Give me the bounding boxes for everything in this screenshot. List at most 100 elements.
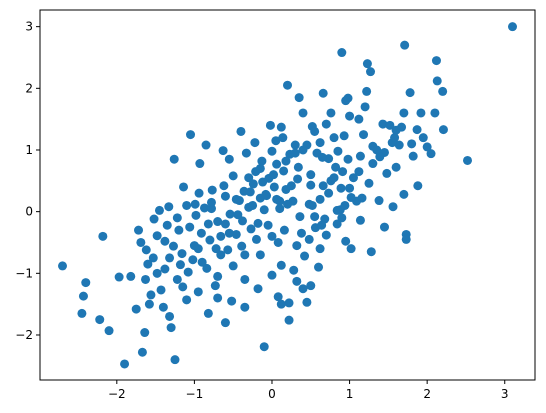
scatter-point [218,146,228,156]
scatter-point [78,291,88,301]
scatter-point [203,308,213,318]
scatter-point [265,120,275,130]
scatter-point [302,297,312,307]
scatter-point [418,133,428,143]
scatter-point [148,253,158,263]
scatter-point [253,218,263,228]
scatter-point [341,96,351,106]
x-tick-label: 3 [501,387,509,401]
scatter-point [164,202,174,212]
scatter-point [272,159,282,169]
scatter-point [233,210,243,220]
scatter-point [177,249,187,259]
scatter-point [156,285,166,295]
scatter-point [332,219,342,229]
scatter-point [251,234,261,244]
scatter-point [276,299,286,309]
scatter-point [244,173,254,183]
scatter-point [193,287,203,297]
x-tick-label: 2 [423,387,431,401]
scatter-point [253,284,263,294]
scatter-point [134,225,144,235]
x-tick-label: −1 [186,387,204,401]
scatter-point [286,181,296,191]
scatter-point [315,244,325,254]
scatter-point [278,133,288,143]
scatter-point [162,220,172,230]
scatter-point [201,140,211,150]
scatter-point [219,181,229,191]
scatter-point [318,88,328,98]
scatter-point [160,264,170,274]
scatter-point [375,152,385,162]
scatter-point [241,148,251,158]
scatter-point [372,145,382,155]
scatter-point [346,192,356,202]
scatter-point [284,298,294,308]
scatter-point [182,200,192,210]
scatter-point [390,133,400,143]
scatter-point [312,148,322,158]
scatter-point [250,138,260,148]
scatter-point [426,149,436,159]
scatter-point [336,183,346,193]
scatter-point [236,126,246,136]
scatter-point [306,281,316,291]
scatter-point [168,241,178,251]
scatter-point [321,230,331,240]
scatter-point [408,151,418,161]
scatter-point [205,235,215,245]
y-axis-ticks: −2 −1 0 1 2 3 [15,20,40,342]
y-tick-label: 1 [25,143,33,157]
scatter-point [267,231,277,241]
scatter-point [337,213,347,223]
scatter-point [438,86,448,96]
scatter-point [508,22,517,32]
scatter-point [273,292,283,302]
scatter-point [258,177,268,187]
scatter-point [240,274,250,284]
scatter-point [224,154,234,164]
scatter-point [259,205,269,215]
scatter-point [186,130,196,140]
scatter-point [298,145,308,155]
scatter-point [255,163,265,173]
y-tick-label: −2 [15,328,33,342]
scatter-point [220,219,230,229]
scatter-point [292,276,302,286]
scatter-point [136,237,146,247]
scatter-point [224,228,234,238]
scatter-point [422,142,432,152]
scatter-point [126,271,136,281]
scatter-point [248,179,258,189]
scatter-point [394,140,404,150]
scatter-point [185,222,195,232]
scatter-point [289,265,299,275]
scatter-point [104,326,114,336]
scatter-point [160,236,170,246]
scatter-point [304,234,314,244]
scatter-point [314,262,324,272]
points-layer [58,22,517,369]
scatter-point [405,88,415,98]
scatter-point [430,108,440,118]
scatter-point [283,199,292,209]
scatter-point [207,185,217,195]
scatter-point [114,272,124,282]
scatter-point [137,347,147,357]
scatter-point [183,267,193,277]
scatter-point [279,225,289,235]
scatter-point [210,281,220,291]
scatter-point [141,245,151,255]
y-tick-label: 3 [25,20,33,34]
scatter-point [81,278,91,288]
scatter-point [364,178,374,188]
scatter-point [140,328,150,338]
scatter-point [407,139,417,149]
scatter-point [416,108,426,118]
scatter-point [276,122,286,132]
scatter-point [211,244,221,254]
scatter-point [378,119,388,129]
scatter-point [310,126,320,136]
scatter-point [227,296,237,306]
